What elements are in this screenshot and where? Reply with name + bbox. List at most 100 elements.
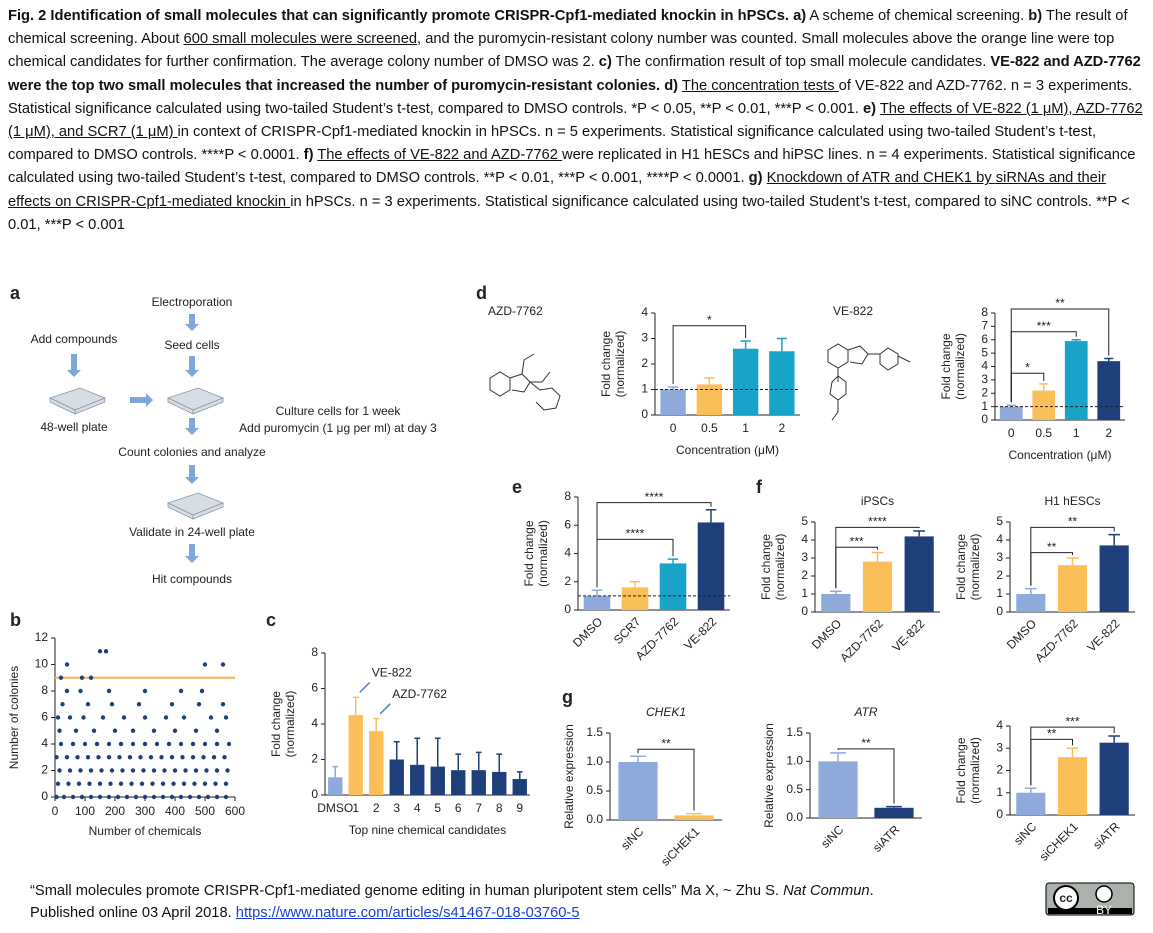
error-bar <box>1104 357 1114 362</box>
caption-run: The result of chemical screening. About <box>8 8 1128 48</box>
point <box>118 781 124 786</box>
caption-run: were replicated in H1 hESCs and hiPSC li… <box>8 147 1136 187</box>
point <box>96 755 101 760</box>
point <box>150 781 155 786</box>
point <box>151 768 157 773</box>
y-tick-label: 2 <box>641 356 648 370</box>
y-tick-label: 1 <box>996 586 1003 600</box>
bar <box>451 770 466 795</box>
error-bar <box>871 551 884 562</box>
point <box>180 755 185 760</box>
y-tick-label: 0.0 <box>786 810 803 824</box>
arrows <box>67 314 199 563</box>
point <box>117 755 122 760</box>
point <box>70 794 76 800</box>
step: Add puromycin (1 μg per ml) at day 3 <box>239 421 437 435</box>
error-bar <box>393 741 400 760</box>
point <box>87 781 92 786</box>
y-tick-label: 4 <box>641 305 648 319</box>
point <box>121 715 127 720</box>
point <box>220 662 226 667</box>
y-axis-label: Fold change <box>954 737 968 803</box>
x-axis-label: Number of chemicals <box>89 824 202 838</box>
point <box>162 768 167 773</box>
x-tick-label: 1 <box>352 801 359 815</box>
y-tick-label: 5 <box>996 514 1003 528</box>
error-bar <box>1066 747 1079 758</box>
point <box>136 702 142 707</box>
point <box>115 794 121 800</box>
y-axis-label: (normalized) <box>968 737 982 804</box>
bar <box>583 595 611 610</box>
badge-text: BY <box>1096 903 1112 917</box>
x-tick-label: 5 <box>434 801 441 815</box>
bar <box>492 771 507 795</box>
x-tick-label: 200 <box>105 804 125 818</box>
y-axis-label: (normalized) <box>283 691 297 758</box>
bar <box>1016 594 1046 612</box>
y-tick-label: 2 <box>981 385 988 399</box>
point <box>127 755 133 760</box>
license-badge: cc BY <box>1045 882 1135 917</box>
y-tick-label: 1.0 <box>786 754 803 768</box>
point <box>154 741 160 747</box>
point <box>183 768 188 773</box>
error-bar <box>1108 533 1120 546</box>
error-bar <box>373 717 380 732</box>
x-tick-label: siNC <box>1011 819 1040 848</box>
footer-line: Published online 03 April 2018. https://… <box>30 902 1030 924</box>
y-tick-label: 10 <box>35 657 49 671</box>
point <box>172 768 178 773</box>
significance-label: ** <box>1068 515 1078 529</box>
plates <box>48 387 225 520</box>
point <box>120 768 125 773</box>
bar <box>1057 565 1088 612</box>
caption-run: f) <box>303 147 314 164</box>
error-bar <box>496 753 503 772</box>
x-tick-label: 100 <box>75 804 95 818</box>
point <box>190 741 196 747</box>
caption-run: in hPSCs. n = 3 experiments. Statistical… <box>8 193 1130 233</box>
y-axis-label: (normalized) <box>536 520 550 587</box>
point <box>202 662 208 667</box>
x-tick-label: 6 <box>455 801 462 815</box>
x-tick-label: siATR <box>1090 819 1123 852</box>
point <box>64 662 70 667</box>
error-bar <box>740 340 751 349</box>
x-tick-label: SCR7 <box>611 614 644 647</box>
error-bar <box>332 765 339 778</box>
panel-label: e <box>512 477 522 497</box>
point <box>223 715 229 720</box>
x-tick-label: 9 <box>516 801 523 815</box>
error-bar <box>630 755 646 762</box>
caption-run: VE-822 and AZD-7762 were the top two sma… <box>8 54 1141 94</box>
error-bar <box>1025 787 1037 793</box>
y-tick-label: 8 <box>311 645 318 659</box>
point <box>109 768 115 773</box>
point <box>138 755 143 760</box>
bar <box>660 389 686 415</box>
error-bar <box>1066 557 1079 566</box>
point <box>124 794 130 800</box>
x-axis-label: Top nine chemical candidates <box>349 823 506 837</box>
point <box>58 741 64 747</box>
point <box>57 728 62 733</box>
y-tick-label: 0 <box>981 412 988 426</box>
point <box>79 675 85 680</box>
x-tick-label: 1 <box>1073 426 1080 440</box>
caption-run: The effects of VE-822 and AZD-7762 <box>317 147 562 164</box>
point <box>97 781 103 786</box>
error-bar <box>455 753 462 771</box>
error-bar <box>1025 587 1037 594</box>
point <box>169 794 175 800</box>
x-tick-label: 300 <box>135 804 155 818</box>
x-tick-label: 7 <box>475 801 482 815</box>
panel-label: a <box>10 283 21 303</box>
footer-run[interactable]: https://www.nature.com/articles/s41467-0… <box>235 905 580 921</box>
error-bar <box>1108 735 1120 743</box>
point <box>192 781 197 786</box>
y-axis-label: Fold change <box>939 333 953 399</box>
x-tick-label: siCHEK1 <box>1037 819 1082 864</box>
point <box>201 755 206 760</box>
